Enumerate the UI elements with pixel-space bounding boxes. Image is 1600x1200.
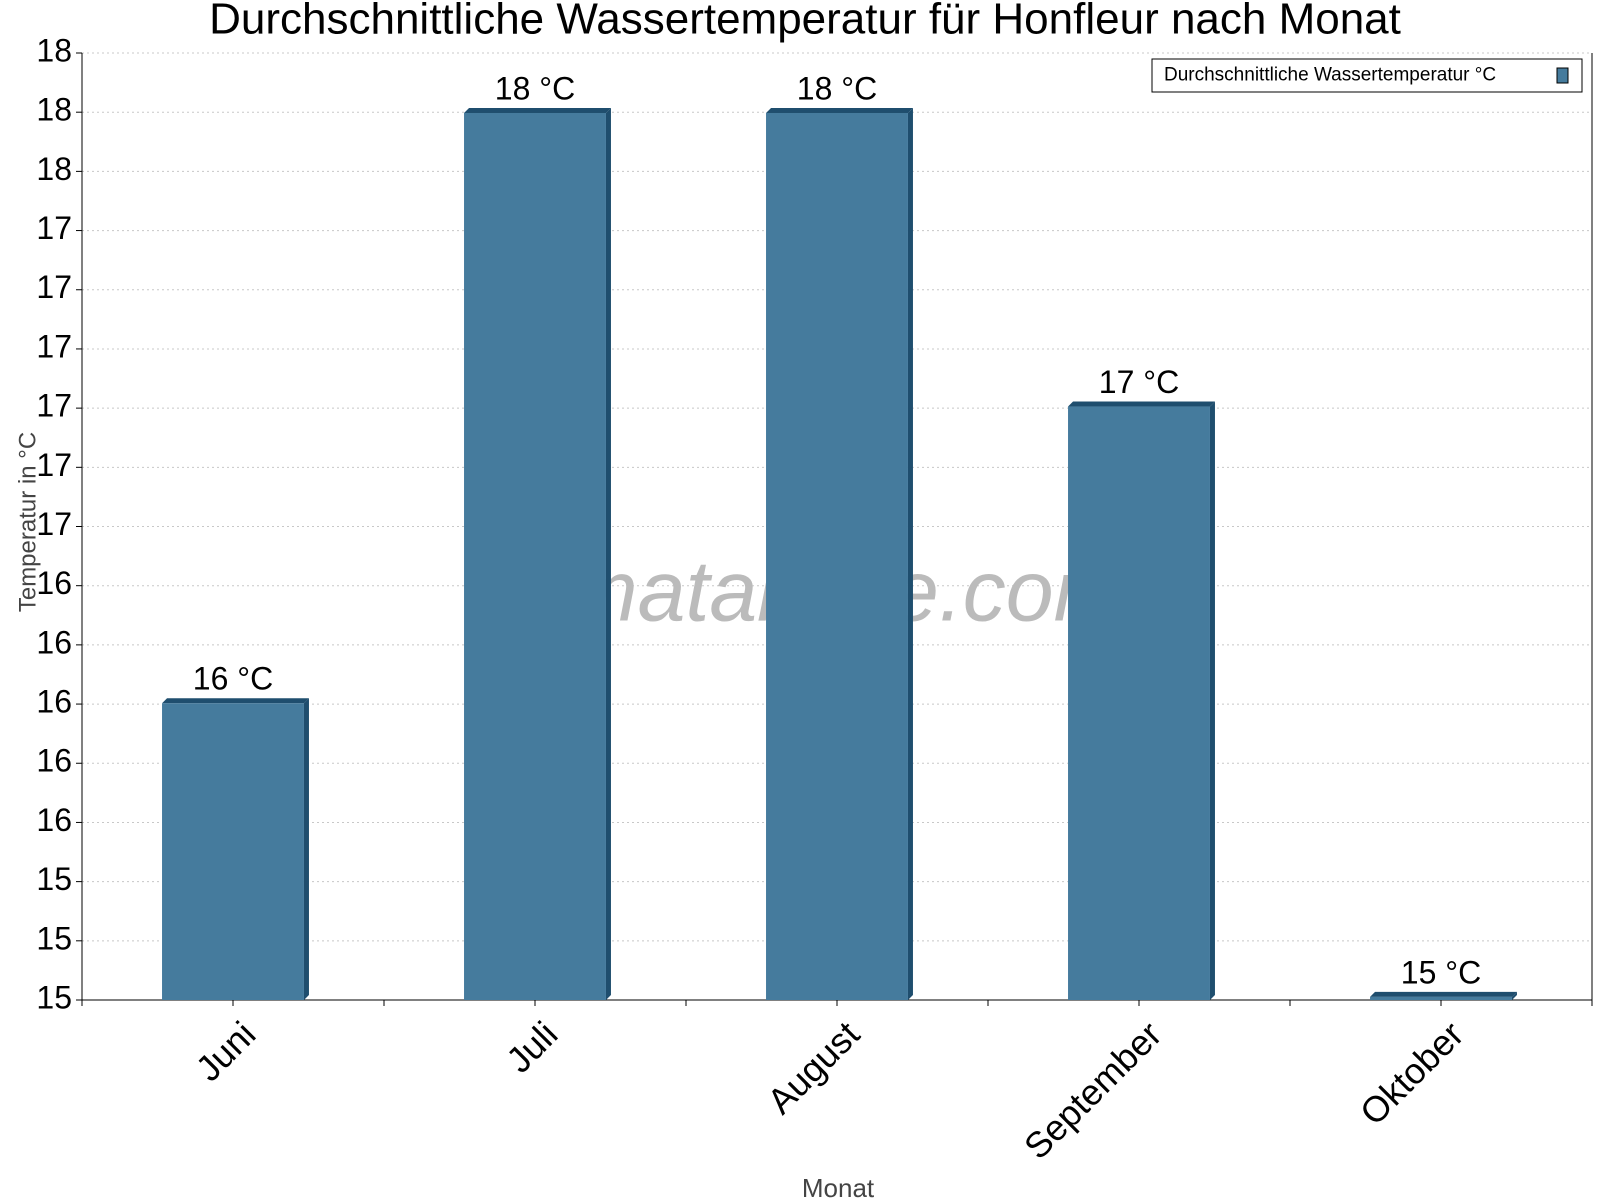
y-tick-label: 16 [36, 684, 72, 720]
y-tick-label: 16 [36, 624, 72, 660]
y-tick-label: 17 [36, 388, 72, 424]
value-label: 18 °C [495, 70, 575, 106]
bar [766, 112, 908, 1000]
legend-swatch [1556, 67, 1569, 84]
bar-top [766, 107, 913, 113]
legend-label: Durchschnittliche Wassertemperatur °C [1164, 65, 1496, 86]
bar-side [1209, 401, 1215, 1001]
bar-side [1511, 991, 1517, 1000]
x-tick-label: Oktober [1352, 1013, 1472, 1133]
x-tick-label: August [759, 1013, 867, 1121]
y-tick-label: 17 [36, 506, 72, 542]
value-label: 16 °C [193, 661, 273, 697]
y-tick-label: 18 [36, 92, 72, 128]
y-tick-label: 17 [36, 447, 72, 483]
y-tick-label: 16 [36, 802, 72, 838]
x-tick-label: September [1016, 1013, 1170, 1167]
y-tick-label: 15 [36, 979, 72, 1015]
bar [1370, 996, 1512, 1000]
y-tick-label: 18 [36, 32, 72, 68]
value-label: 15 °C [1401, 954, 1481, 990]
y-tick-label: 18 [36, 151, 72, 187]
bar [162, 703, 304, 1000]
bar-side [907, 107, 913, 1000]
x-tick-label: Juli [498, 1013, 565, 1080]
bar-top [464, 107, 611, 113]
bar-side [605, 107, 611, 1000]
value-label: 18 °C [797, 70, 877, 106]
bar-top [1068, 401, 1215, 407]
bar [1068, 406, 1210, 1001]
x-axis-title: Monat [802, 1173, 875, 1200]
y-axis-title: Temperatur in °C [14, 432, 41, 612]
bar [464, 112, 606, 1000]
value-label: 17 °C [1099, 364, 1179, 400]
y-tick-label: 17 [36, 328, 72, 364]
y-tick-label: 15 [36, 920, 72, 956]
y-tick-label: 17 [36, 269, 72, 305]
y-tick-label: 17 [36, 210, 72, 246]
x-tick-label: Juni [188, 1013, 264, 1089]
bar-side [303, 698, 309, 1000]
bar-top [162, 698, 309, 704]
y-tick-label: 15 [36, 861, 72, 897]
chart-title: Durchschnittliche Wassertemperatur für H… [209, 0, 1401, 44]
y-tick-label: 16 [36, 565, 72, 601]
bar-top [1370, 991, 1517, 997]
y-tick-label: 16 [36, 743, 72, 779]
legend-box [1151, 58, 1583, 93]
